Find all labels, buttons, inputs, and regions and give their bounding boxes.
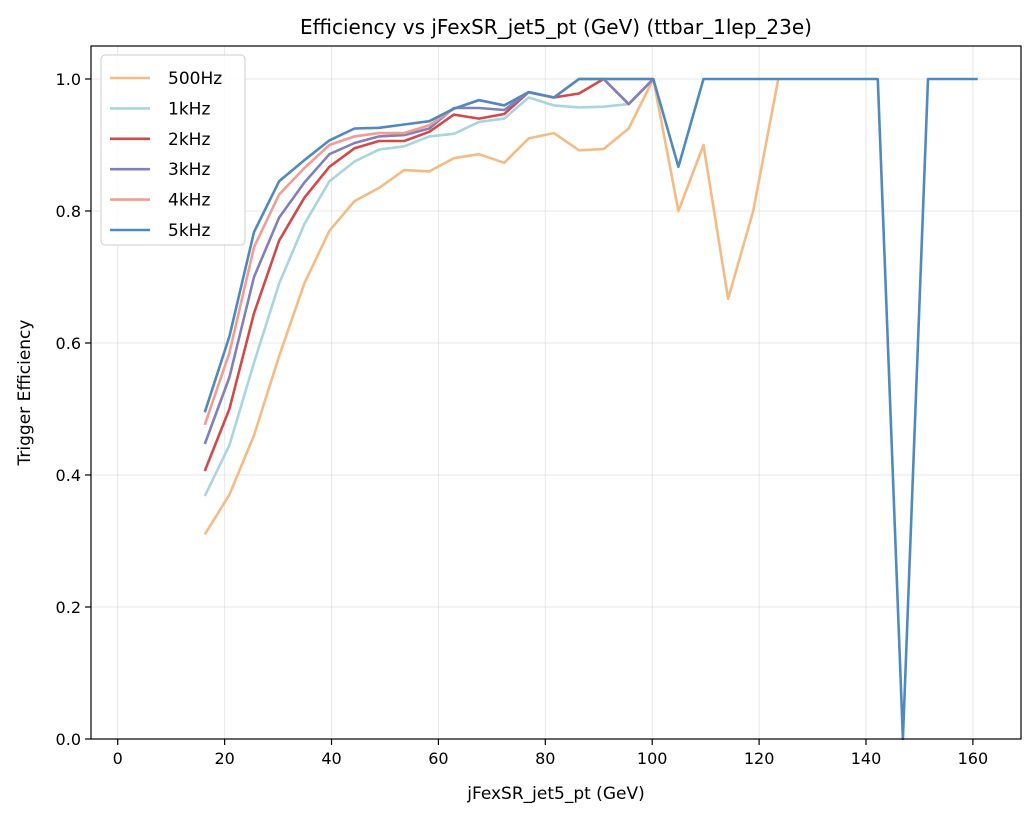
x-tick-label: 60 [428,749,448,768]
x-tick-label: 0 [113,749,123,768]
x-tick-label: 20 [214,749,234,768]
legend: 500Hz 1kHz 2kHz 3kHz 4kHz 5kHz [100,54,246,246]
x-tick-label: 100 [637,749,668,768]
y-tick-label: 0.2 [56,598,81,617]
y-tick-label: 0.4 [56,466,81,485]
y-tick-label: 1.0 [56,70,81,89]
x-tick-label: 40 [321,749,341,768]
tick-layer: 0 20 40 60 80 100 120 140 160 0.0 0.2 0.4 0.6 0.8 1.0 [56,70,989,768]
y-tick-label: 0.8 [56,202,81,221]
x-axis-label: jFexSR_jet5_pt (GeV) [466,784,644,804]
y-tick-label: 0.6 [56,334,81,353]
legend-label-5khz: 5kHz [168,221,210,241]
legend-label-1khz: 1kHz [168,99,210,119]
plot-frame [90,45,1022,740]
legend-label-4khz: 4kHz [168,191,210,211]
x-tick-label: 80 [535,749,555,768]
x-tick-label: 120 [744,749,775,768]
series-line-2khz [203,77,655,472]
series-line-5khz [203,77,978,741]
series-layer [203,77,978,741]
legend-label-2khz: 2kHz [168,130,210,150]
x-tick-label: 160 [958,749,989,768]
chart-title: Efficiency vs jFexSR_jet5_pt (GeV) (ttba… [300,15,812,39]
legend-box [100,54,246,246]
x-tick-label: 140 [851,749,882,768]
series-line-1khz [203,78,655,497]
y-tick-label: 0.0 [56,730,81,749]
legend-label-3khz: 3kHz [168,160,210,180]
series-line-500hz [203,77,780,536]
legend-label-500hz: 500Hz [168,69,222,89]
y-axis-label: Trigger Efficiency [15,320,35,467]
